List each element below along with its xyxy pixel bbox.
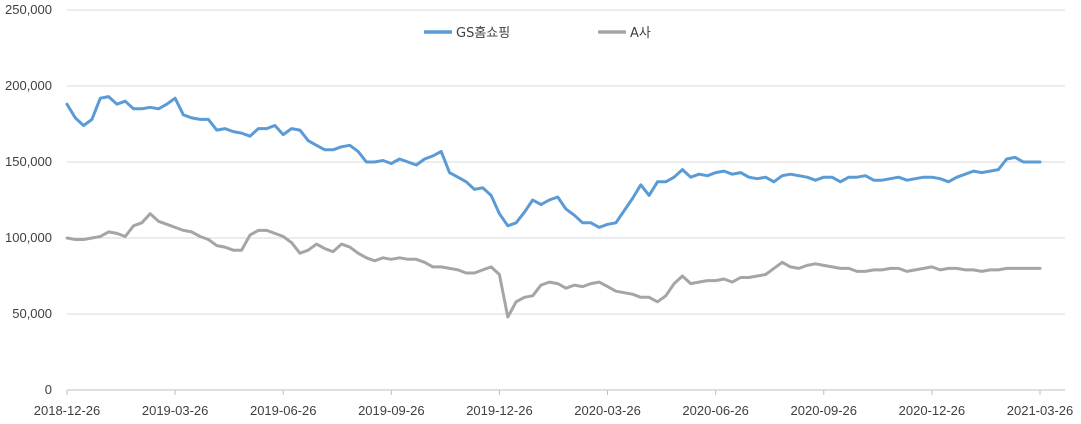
x-tick-label: 2018-12-26 [34,403,101,418]
x-tick-label: 2021-03-26 [1007,403,1074,418]
y-tick-label: 200,000 [5,78,52,93]
legend-label-a: A사 [630,26,651,41]
x-tick-label: 2020-12-26 [899,403,966,418]
series-line-gs [65,95,1042,229]
legend: GS홈쇼핑 A사 [424,26,651,41]
y-tick-label: 100,000 [5,230,52,245]
series-lines [65,95,1042,319]
x-tick-label: 2019-12-26 [466,403,533,418]
x-tick-label: 2020-06-26 [682,403,749,418]
y-tick-label: 250,000 [5,2,52,17]
y-tick-label: 150,000 [5,154,52,169]
legend-label-gs: GS홈쇼핑 [456,26,510,41]
x-tick-label: 2019-03-26 [142,403,209,418]
series-line-a [65,212,1042,319]
x-tick-label: 2019-06-26 [250,403,317,418]
y-tick-label: 50,000 [12,306,52,321]
y-axis-tick-labels: 0 50,000 100,000 150,000 200,000 250,000 [5,2,52,397]
gridlines [67,9,1065,391]
x-tick-label: 2019-09-26 [358,403,425,418]
x-axis-tick-labels: 2018-12-26 2019-03-26 2019-06-26 2019-09-26… [34,390,1074,418]
y-tick-label: 0 [45,382,52,397]
x-tick-label: 2020-09-26 [791,403,858,418]
x-tick-label: 2020-03-26 [574,403,641,418]
